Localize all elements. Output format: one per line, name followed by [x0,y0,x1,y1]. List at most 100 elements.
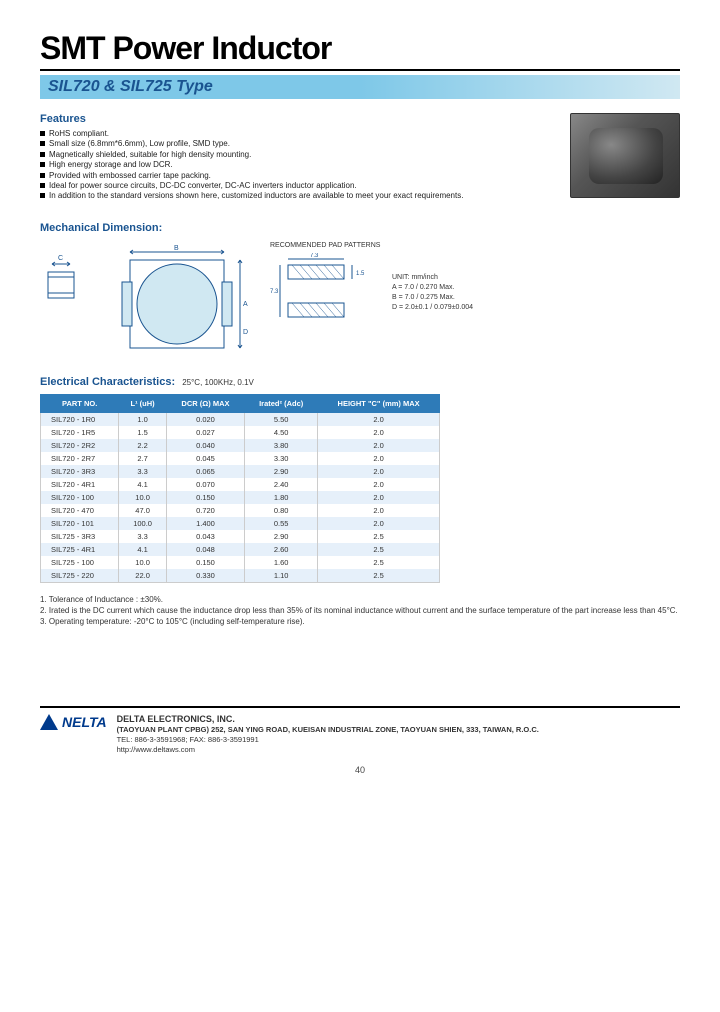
table-row: SIL725 - 4R14.10.0482.602.5 [41,543,440,556]
bullet-icon [40,131,45,136]
table-cell: 0.045 [166,452,244,465]
table-cell: SIL720 - 4R1 [41,478,119,491]
table-cell: 5.50 [245,412,318,426]
subtitle-bar: SIL720 & SIL725 Type [40,75,680,99]
unit-line: B = 7.0 / 0.275 Max. [392,293,473,303]
footnote-line: 3. Operating temperature: -20°C to 105°C… [40,617,680,626]
features-list: RoHS compliant.Small size (6.8mm*6.6mm),… [40,129,550,202]
table-row: SIL725 - 22022.00.3301.102.5 [41,569,440,583]
table-cell: 2.5 [318,543,440,556]
company-url: http://www.deltaws.com [117,745,539,755]
table-header-cell: Irated² (Adc) [245,394,318,412]
table-row: SIL720 - 47047.00.7200.802.0 [41,504,440,517]
table-cell: 2.0 [318,491,440,504]
footnotes: 1. Tolerance of Inductance : ±30%. 2. Ira… [40,595,680,626]
table-cell: 100.0 [119,517,167,530]
elec-heading: Electrical Characteristics: 25°C, 100KHz… [40,376,680,388]
table-row: SIL720 - 1R01.00.0205.502.0 [41,412,440,426]
feature-text: Small size (6.8mm*6.6mm), Low profile, S… [49,139,230,149]
table-cell: SIL725 - 3R3 [41,530,119,543]
table-cell: SIL720 - 2R7 [41,452,119,465]
bullet-icon [40,183,45,188]
pad-block: RECOMMENDED PAD PATTERNS 7.3 7.3 1.5 [270,242,473,333]
table-cell: 2.0 [318,452,440,465]
footer-text: DELTA ELECTRONICS, INC. (TAOYUAN PLANT C… [117,714,539,755]
table-row: SIL720 - 3R33.30.0652.902.0 [41,465,440,478]
table-header-cell: DCR (Ω) MAX [166,394,244,412]
table-cell: 2.60 [245,543,318,556]
table-cell: 0.150 [166,491,244,504]
bullet-icon [40,193,45,198]
page-title: SMT Power Inductor [40,30,680,71]
table-cell: SIL720 - 470 [41,504,119,517]
table-cell: 1.80 [245,491,318,504]
table-cell: 2.5 [318,556,440,569]
mech-heading: Mechanical Dimension: [40,222,680,234]
table-cell: 2.5 [318,530,440,543]
table-cell: 0.070 [166,478,244,491]
table-cell: 4.1 [119,543,167,556]
page-number: 40 [40,765,680,775]
top-view-drawing: B A D [110,242,250,362]
table-row: SIL725 - 10010.00.1501.602.5 [41,556,440,569]
table-cell: 0.330 [166,569,244,583]
bullet-icon [40,173,45,178]
table-cell: 2.90 [245,465,318,478]
svg-text:7.3: 7.3 [270,289,279,295]
table-cell: 2.7 [119,452,167,465]
svg-text:A: A [243,301,248,308]
table-header-row: PART NO.L¹ (uH)DCR (Ω) MAXIrated² (Adc)H… [41,394,440,412]
svg-text:7.3: 7.3 [310,253,319,259]
table-header-cell: PART NO. [41,394,119,412]
table-cell: 1.0 [119,412,167,426]
table-cell: 2.0 [318,478,440,491]
logo-triangle-icon [40,714,58,730]
company-tel: TEL: 886-3-3591968; FAX: 886-3-3591991 [117,735,539,745]
bullet-icon [40,141,45,146]
unit-line: D = 2.0±0.1 / 0.079±0.004 [392,303,473,313]
table-cell: 0.048 [166,543,244,556]
svg-text:C: C [58,255,63,262]
feature-item: Provided with embossed carrier tape pack… [40,171,550,181]
footnote-line: 1. Tolerance of Inductance : ±30%. [40,595,680,604]
feature-text: RoHS compliant. [49,129,109,139]
svg-text:1.5: 1.5 [356,271,365,277]
table-cell: 1.60 [245,556,318,569]
table-cell: 0.150 [166,556,244,569]
table-cell: 0.720 [166,504,244,517]
table-cell: 0.043 [166,530,244,543]
svg-text:D: D [243,329,248,336]
elec-conditions: 25°C, 100KHz, 0.1V [182,378,254,387]
footnote-line: 2. Irated is the DC current which cause … [40,606,680,615]
table-cell: 2.0 [318,439,440,452]
table-cell: 0.020 [166,412,244,426]
features-block: Features RoHS compliant.Small size (6.8m… [40,113,550,202]
svg-text:B: B [174,245,179,252]
table-header-cell: L¹ (uH) [119,394,167,412]
bullet-icon [40,162,45,167]
table-cell: 2.2 [119,439,167,452]
table-cell: 0.027 [166,426,244,439]
pad-pattern-drawing: 7.3 7.3 1.5 [270,253,380,333]
footer: NELTA DELTA ELECTRONICS, INC. (TAOYUAN P… [40,706,680,755]
table-cell: 22.0 [119,569,167,583]
table-cell: 4.1 [119,478,167,491]
table-cell: 2.40 [245,478,318,491]
table-cell: SIL720 - 100 [41,491,119,504]
table-cell: 1.10 [245,569,318,583]
table-cell: SIL720 - 3R3 [41,465,119,478]
table-row: SIL720 - 2R72.70.0453.302.0 [41,452,440,465]
bullet-icon [40,152,45,157]
table-cell: 2.0 [318,412,440,426]
table-cell: 0.065 [166,465,244,478]
feature-text: Provided with embossed carrier tape pack… [49,171,211,181]
mech-drawings: C B A D RECOMMENDED PAD PATTERNS [40,242,680,362]
feature-text: Magnetically shielded, suitable for high… [49,150,251,160]
unit-notes: UNIT: mm/inch A = 7.0 / 0.270 Max. B = 7… [392,273,473,312]
table-row: SIL720 - 4R14.10.0702.402.0 [41,478,440,491]
elec-heading-text: Electrical Characteristics: [40,376,175,388]
table-cell: SIL720 - 1R0 [41,412,119,426]
table-cell: 2.0 [318,426,440,439]
table-cell: 10.0 [119,491,167,504]
spec-table: PART NO.L¹ (uH)DCR (Ω) MAXIrated² (Adc)H… [40,394,440,583]
